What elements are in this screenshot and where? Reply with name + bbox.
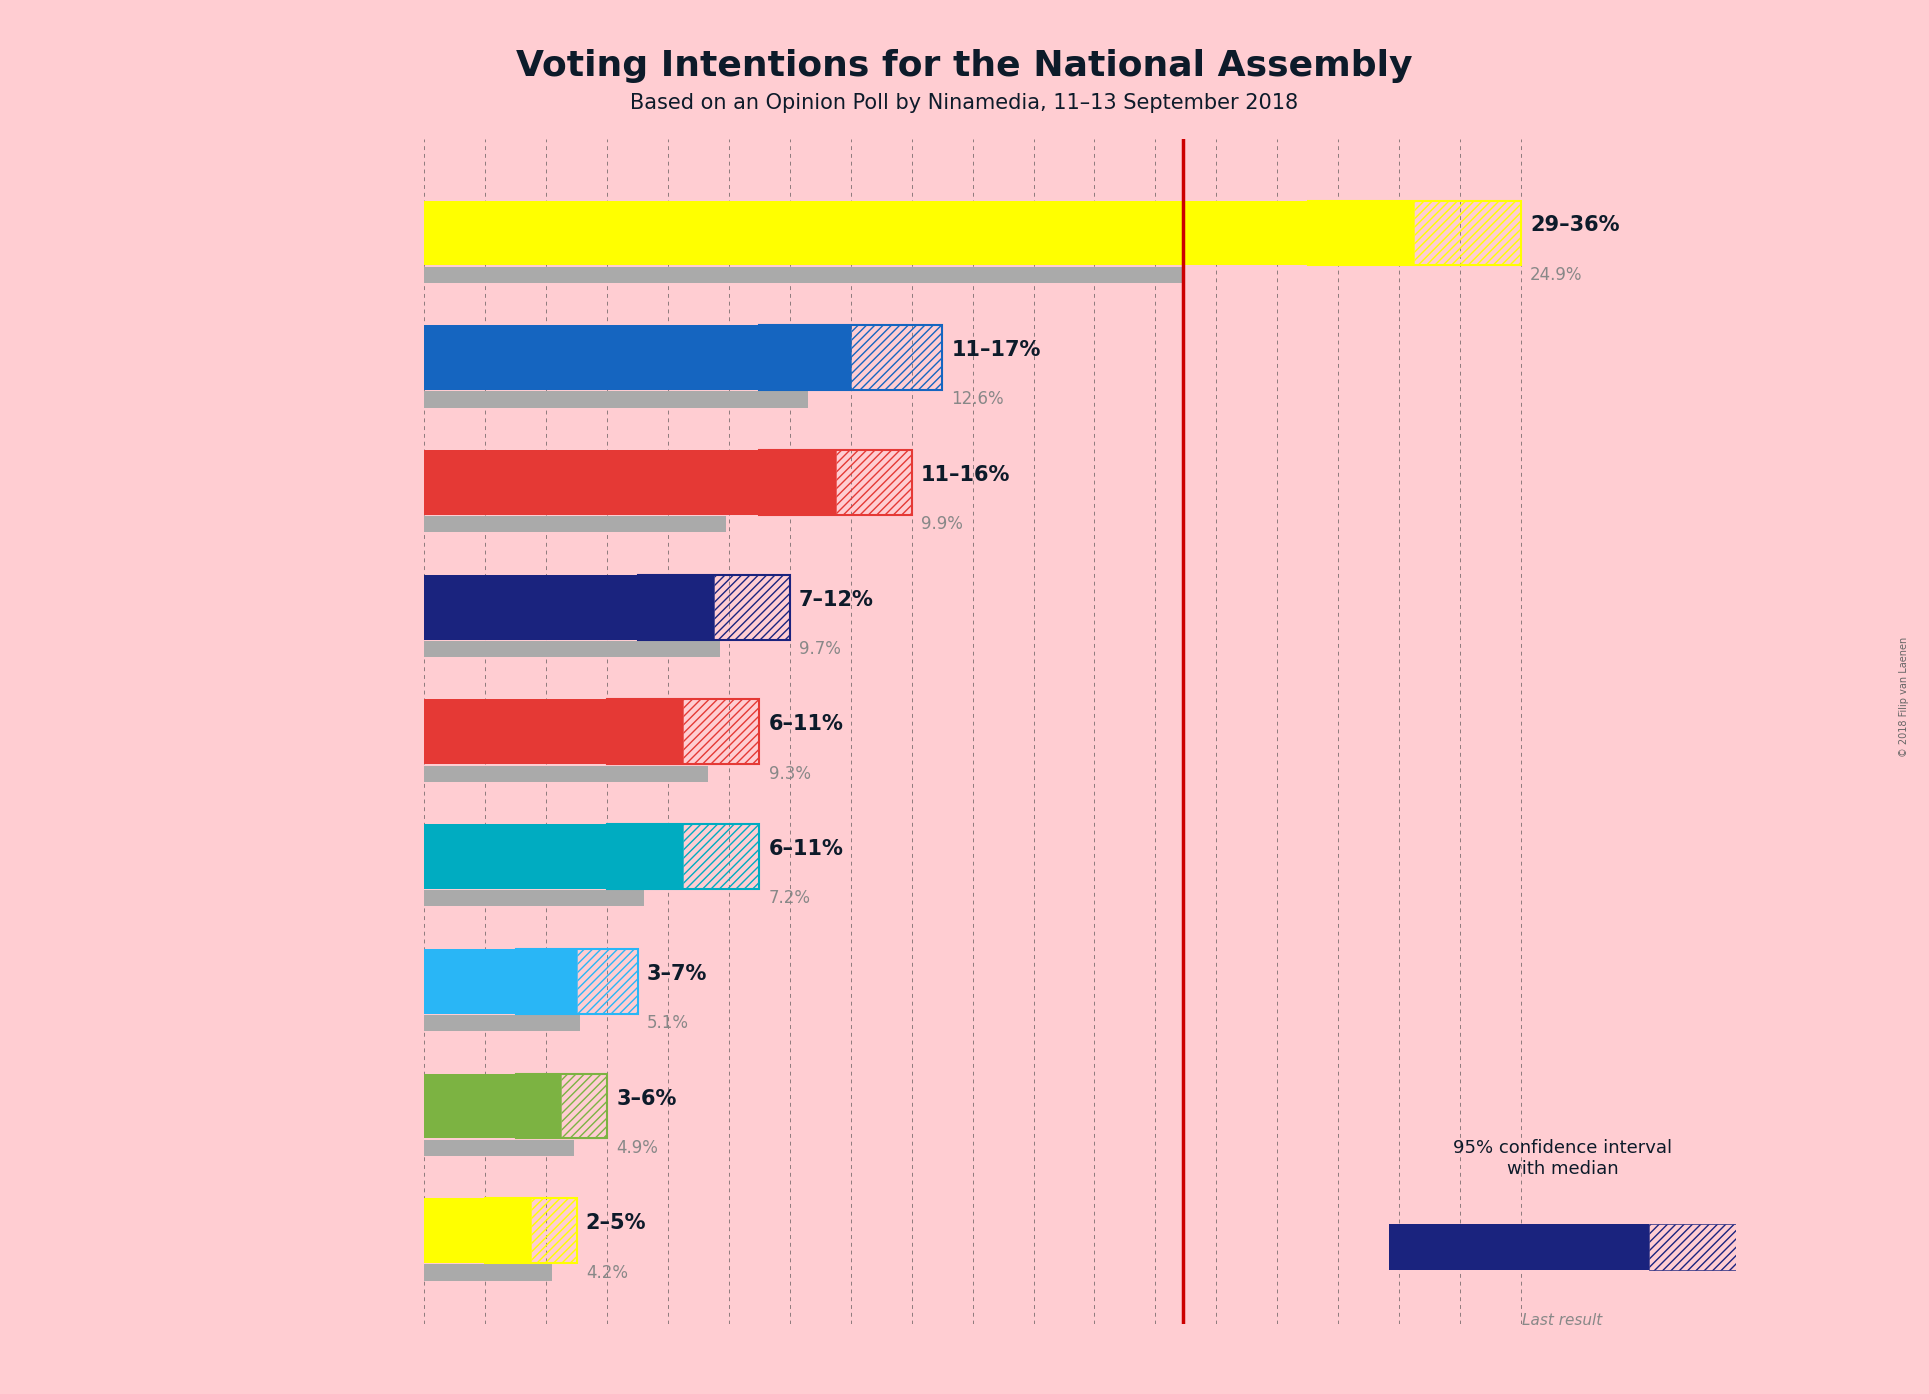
Bar [424,450,760,514]
Bar [424,516,725,533]
Bar [486,1199,577,1263]
Text: 24.9%: 24.9% [1530,266,1582,284]
Bar [683,700,760,764]
Bar [608,824,683,889]
Bar [638,574,789,640]
Text: Voting Intentions for the National Assembly: Voting Intentions for the National Assem… [517,49,1412,82]
Text: 6–11%: 6–11% [768,714,843,735]
Text: 95% confidence interval
with median: 95% confidence interval with median [1453,1139,1672,1178]
Bar [1308,201,1520,265]
Text: 11–17%: 11–17% [951,340,1040,360]
Bar [424,325,760,390]
Text: 9.3%: 9.3% [768,765,810,782]
Bar [760,450,912,514]
Text: 6–11%: 6–11% [768,839,843,859]
Text: 12.6%: 12.6% [951,390,1003,408]
Bar [515,949,638,1013]
Text: 11–16%: 11–16% [920,466,1011,485]
Bar [424,891,644,906]
Bar [1649,1224,1736,1270]
Bar [424,765,708,782]
Text: Based on an Opinion Poll by Ninamedia, 11–13 September 2018: Based on an Opinion Poll by Ninamedia, 1… [631,93,1298,113]
Bar [577,949,638,1013]
Bar [714,574,789,640]
Bar [515,1073,561,1139]
Text: 7–12%: 7–12% [799,590,874,609]
Bar [424,574,638,640]
Bar [515,949,577,1013]
Text: © 2018 Filip van Laenen: © 2018 Filip van Laenen [1898,637,1910,757]
Bar [424,201,1308,265]
Text: 9.7%: 9.7% [799,640,841,658]
Bar [530,1199,577,1263]
Bar [515,1073,608,1139]
Bar [608,700,683,764]
Bar [486,1199,530,1263]
Bar [1389,1224,1580,1270]
Text: 9.9%: 9.9% [920,516,963,533]
Bar [760,325,941,390]
Text: 5.1%: 5.1% [646,1013,689,1032]
Bar [424,824,608,889]
Bar [1414,201,1520,265]
Bar [424,1140,573,1156]
Text: 4.2%: 4.2% [586,1263,627,1281]
Bar [424,641,720,657]
Bar [561,1073,608,1139]
Bar [608,700,760,764]
Bar [424,949,515,1013]
Bar [851,325,941,390]
Text: 2–5%: 2–5% [586,1213,646,1234]
Bar [760,450,835,514]
Bar [424,1015,581,1032]
Text: 7.2%: 7.2% [768,889,810,907]
Bar [608,824,760,889]
Bar [638,574,714,640]
Text: 29–36%: 29–36% [1530,216,1620,236]
Bar [424,392,808,407]
Bar [1308,201,1414,265]
Bar [424,700,608,764]
Bar [424,1199,486,1263]
Bar [424,1264,552,1281]
Bar [424,1073,515,1139]
Text: 4.9%: 4.9% [615,1139,658,1157]
Text: 3–7%: 3–7% [646,963,708,984]
Bar [1580,1224,1649,1270]
Text: 3–6%: 3–6% [615,1089,677,1108]
Bar [424,266,1182,283]
Text: Last result: Last result [1522,1313,1603,1328]
Bar [760,325,851,390]
Bar [683,824,760,889]
Bar [835,450,912,514]
